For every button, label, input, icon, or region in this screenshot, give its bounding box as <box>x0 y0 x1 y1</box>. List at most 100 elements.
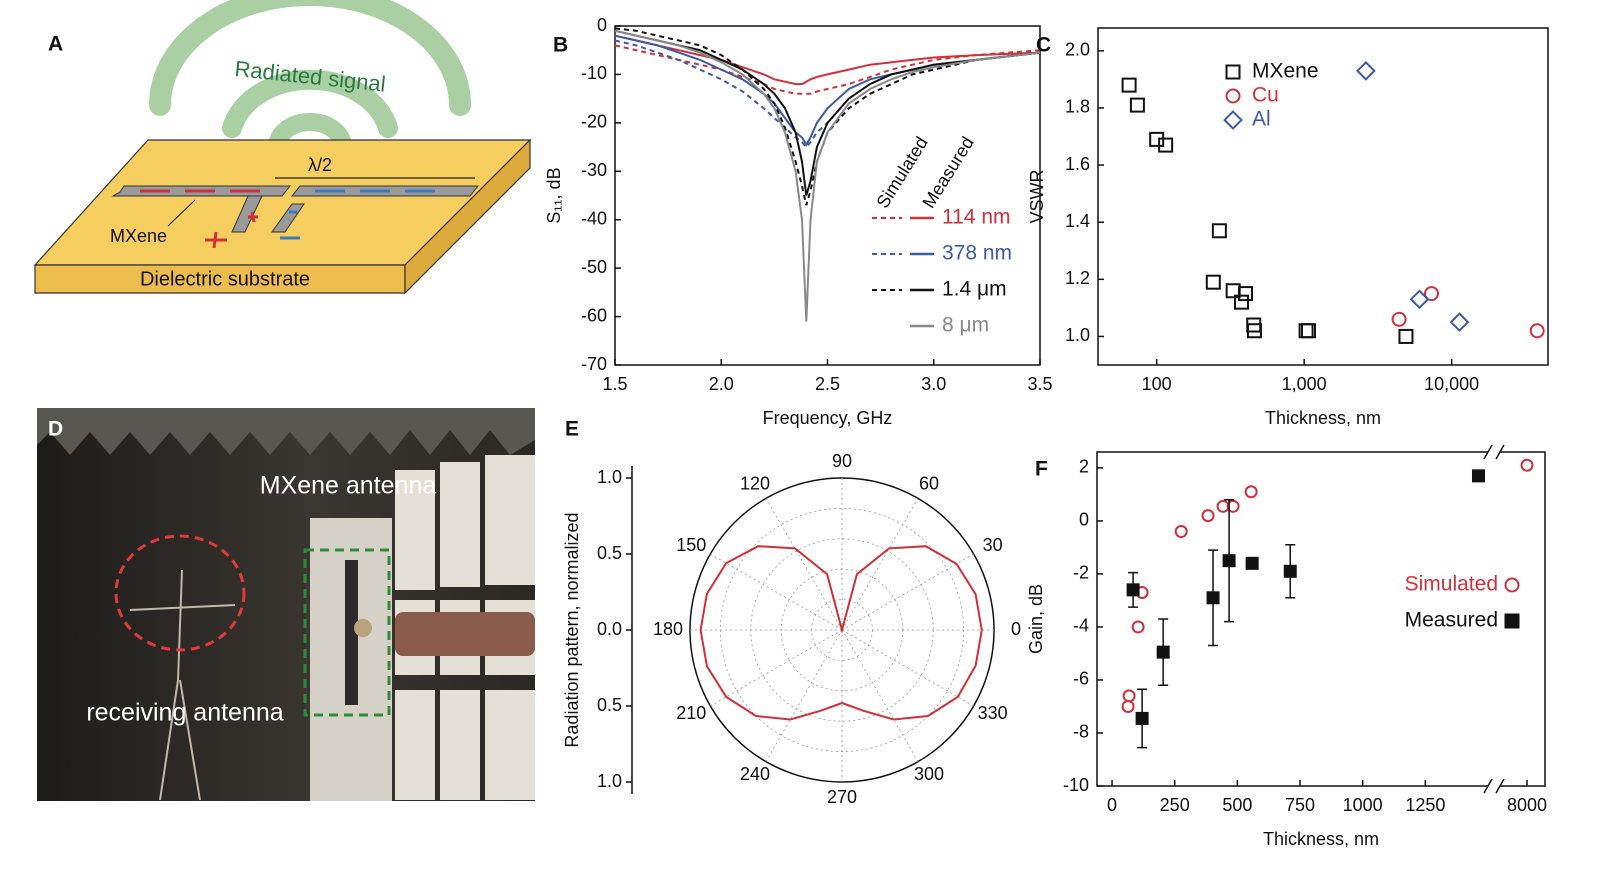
y-tick-label: 0 <box>597 15 607 35</box>
x-tick-label: 3.0 <box>921 374 946 394</box>
substrate-label: Dielectric substrate <box>140 268 310 290</box>
marker-square <box>1283 564 1297 578</box>
marker-square <box>1234 294 1250 310</box>
marker-square <box>1156 645 1170 659</box>
current-arrows <box>140 189 260 249</box>
axis-break-gap <box>1488 446 1500 458</box>
signal-arc <box>222 69 398 138</box>
marker-square <box>1301 323 1317 339</box>
series-line <box>614 34 1041 86</box>
marker-square <box>1471 469 1485 483</box>
series-line <box>614 29 1041 322</box>
x-tick-label: 1.5 <box>602 374 627 394</box>
x-tick-label: 0 <box>1107 795 1117 815</box>
marker-circle <box>1174 525 1188 539</box>
panel-letter: B <box>553 34 568 57</box>
angle-label: 210 <box>676 703 706 723</box>
panel-letter: D <box>48 418 63 441</box>
current-arrows <box>280 189 435 240</box>
y-tick-label: 2 <box>1079 457 1089 477</box>
angle-label: 30 <box>983 535 1003 555</box>
y-tick-label: -2 <box>1073 563 1089 583</box>
x-axis-label: Thickness, nm <box>1263 829 1379 849</box>
highlight-receiver <box>114 534 246 652</box>
y-tick-label: -10 <box>581 63 607 83</box>
axis-break-gap <box>1488 780 1500 792</box>
marker-circle <box>1424 286 1440 302</box>
angle-label: 180 <box>653 619 683 639</box>
y-tick-label: -70 <box>581 354 607 374</box>
marker-square <box>1222 554 1236 568</box>
legend-label: Cu <box>1252 84 1279 107</box>
panel-letter: A <box>48 33 63 56</box>
angle-label: 240 <box>740 764 770 784</box>
y-tick-label: -4 <box>1073 616 1089 636</box>
receiver-label: receiving antenna <box>86 699 283 727</box>
y-axis-label: VSWR <box>1027 169 1047 223</box>
x-tick-label: 1,000 <box>1282 374 1327 394</box>
substrate-side <box>404 138 531 295</box>
marker-circle <box>1520 458 1534 472</box>
marker-square <box>1135 711 1149 725</box>
marker-square <box>1504 613 1520 629</box>
marker-square <box>1211 223 1227 239</box>
plot-frame <box>1096 451 1546 787</box>
angle-grid <box>710 629 843 707</box>
y-tick-label: 1.8 <box>1065 97 1090 117</box>
y-tick-label: 1.4 <box>1065 211 1090 231</box>
y-tick-label: 1.0 <box>1065 325 1090 345</box>
axis-break <box>1483 778 1493 794</box>
marker-square <box>1225 64 1241 80</box>
series-line <box>614 44 1041 95</box>
plot-frame <box>1097 27 1549 366</box>
marker-square <box>1245 556 1259 570</box>
marker-square <box>1206 591 1220 605</box>
radial-tick-label: 1.0 <box>597 771 622 791</box>
marker-square <box>1237 286 1253 302</box>
y-tick-label: -6 <box>1073 669 1089 689</box>
legend-label: 1.4 μm <box>942 278 1007 301</box>
x-tick-label: 3.5 <box>1027 374 1052 394</box>
angle-label: 150 <box>676 535 706 555</box>
marker-circle <box>1131 620 1145 634</box>
y-axis-label: Radiation pattern, normalized <box>562 512 582 747</box>
y-tick-label: -50 <box>581 257 607 277</box>
legend-label: Al <box>1252 108 1271 131</box>
panel-letter: C <box>1036 34 1051 57</box>
marker-square <box>1158 137 1174 153</box>
x-axis-label: Thickness, nm <box>1265 408 1381 428</box>
device-label: MXene antenna <box>260 472 437 500</box>
y-tick-label: -10 <box>1063 775 1089 795</box>
x-tick-label: 10,000 <box>1424 374 1479 394</box>
angle-grid <box>765 629 843 762</box>
x-tick-label: 8000 <box>1507 795 1547 815</box>
x-tick-label: 2.5 <box>815 374 840 394</box>
pattern-line <box>699 545 983 721</box>
marker-square <box>1398 328 1414 344</box>
marker-circle <box>1226 499 1240 513</box>
y-tick-label: 0 <box>1079 510 1089 530</box>
marker-diamond <box>1356 60 1376 81</box>
marker-circle <box>1122 689 1136 703</box>
photo <box>37 408 535 801</box>
legend-label: 8 μm <box>942 314 989 337</box>
absorbers <box>37 408 535 455</box>
signal-arc <box>149 0 471 116</box>
material-label: MXene <box>110 226 167 246</box>
marker-circle <box>1504 577 1520 593</box>
angle-grid <box>841 498 919 631</box>
angle-label: 60 <box>919 473 939 493</box>
highlight-device <box>303 548 391 717</box>
legend-label: Measured <box>1405 609 1498 632</box>
marker-circle <box>1391 311 1407 327</box>
marker-square <box>1129 97 1145 113</box>
series-line <box>614 29 1041 196</box>
marker-diamond <box>1223 110 1243 130</box>
x-tick-label: 1250 <box>1405 795 1445 815</box>
angle-grid <box>765 498 843 631</box>
x-tick-label: 750 <box>1285 795 1315 815</box>
angle-label: 120 <box>740 473 770 493</box>
x-tick-label: 1000 <box>1343 795 1383 815</box>
angle-label: 330 <box>978 703 1008 723</box>
angle-label: 0 <box>1011 619 1021 639</box>
